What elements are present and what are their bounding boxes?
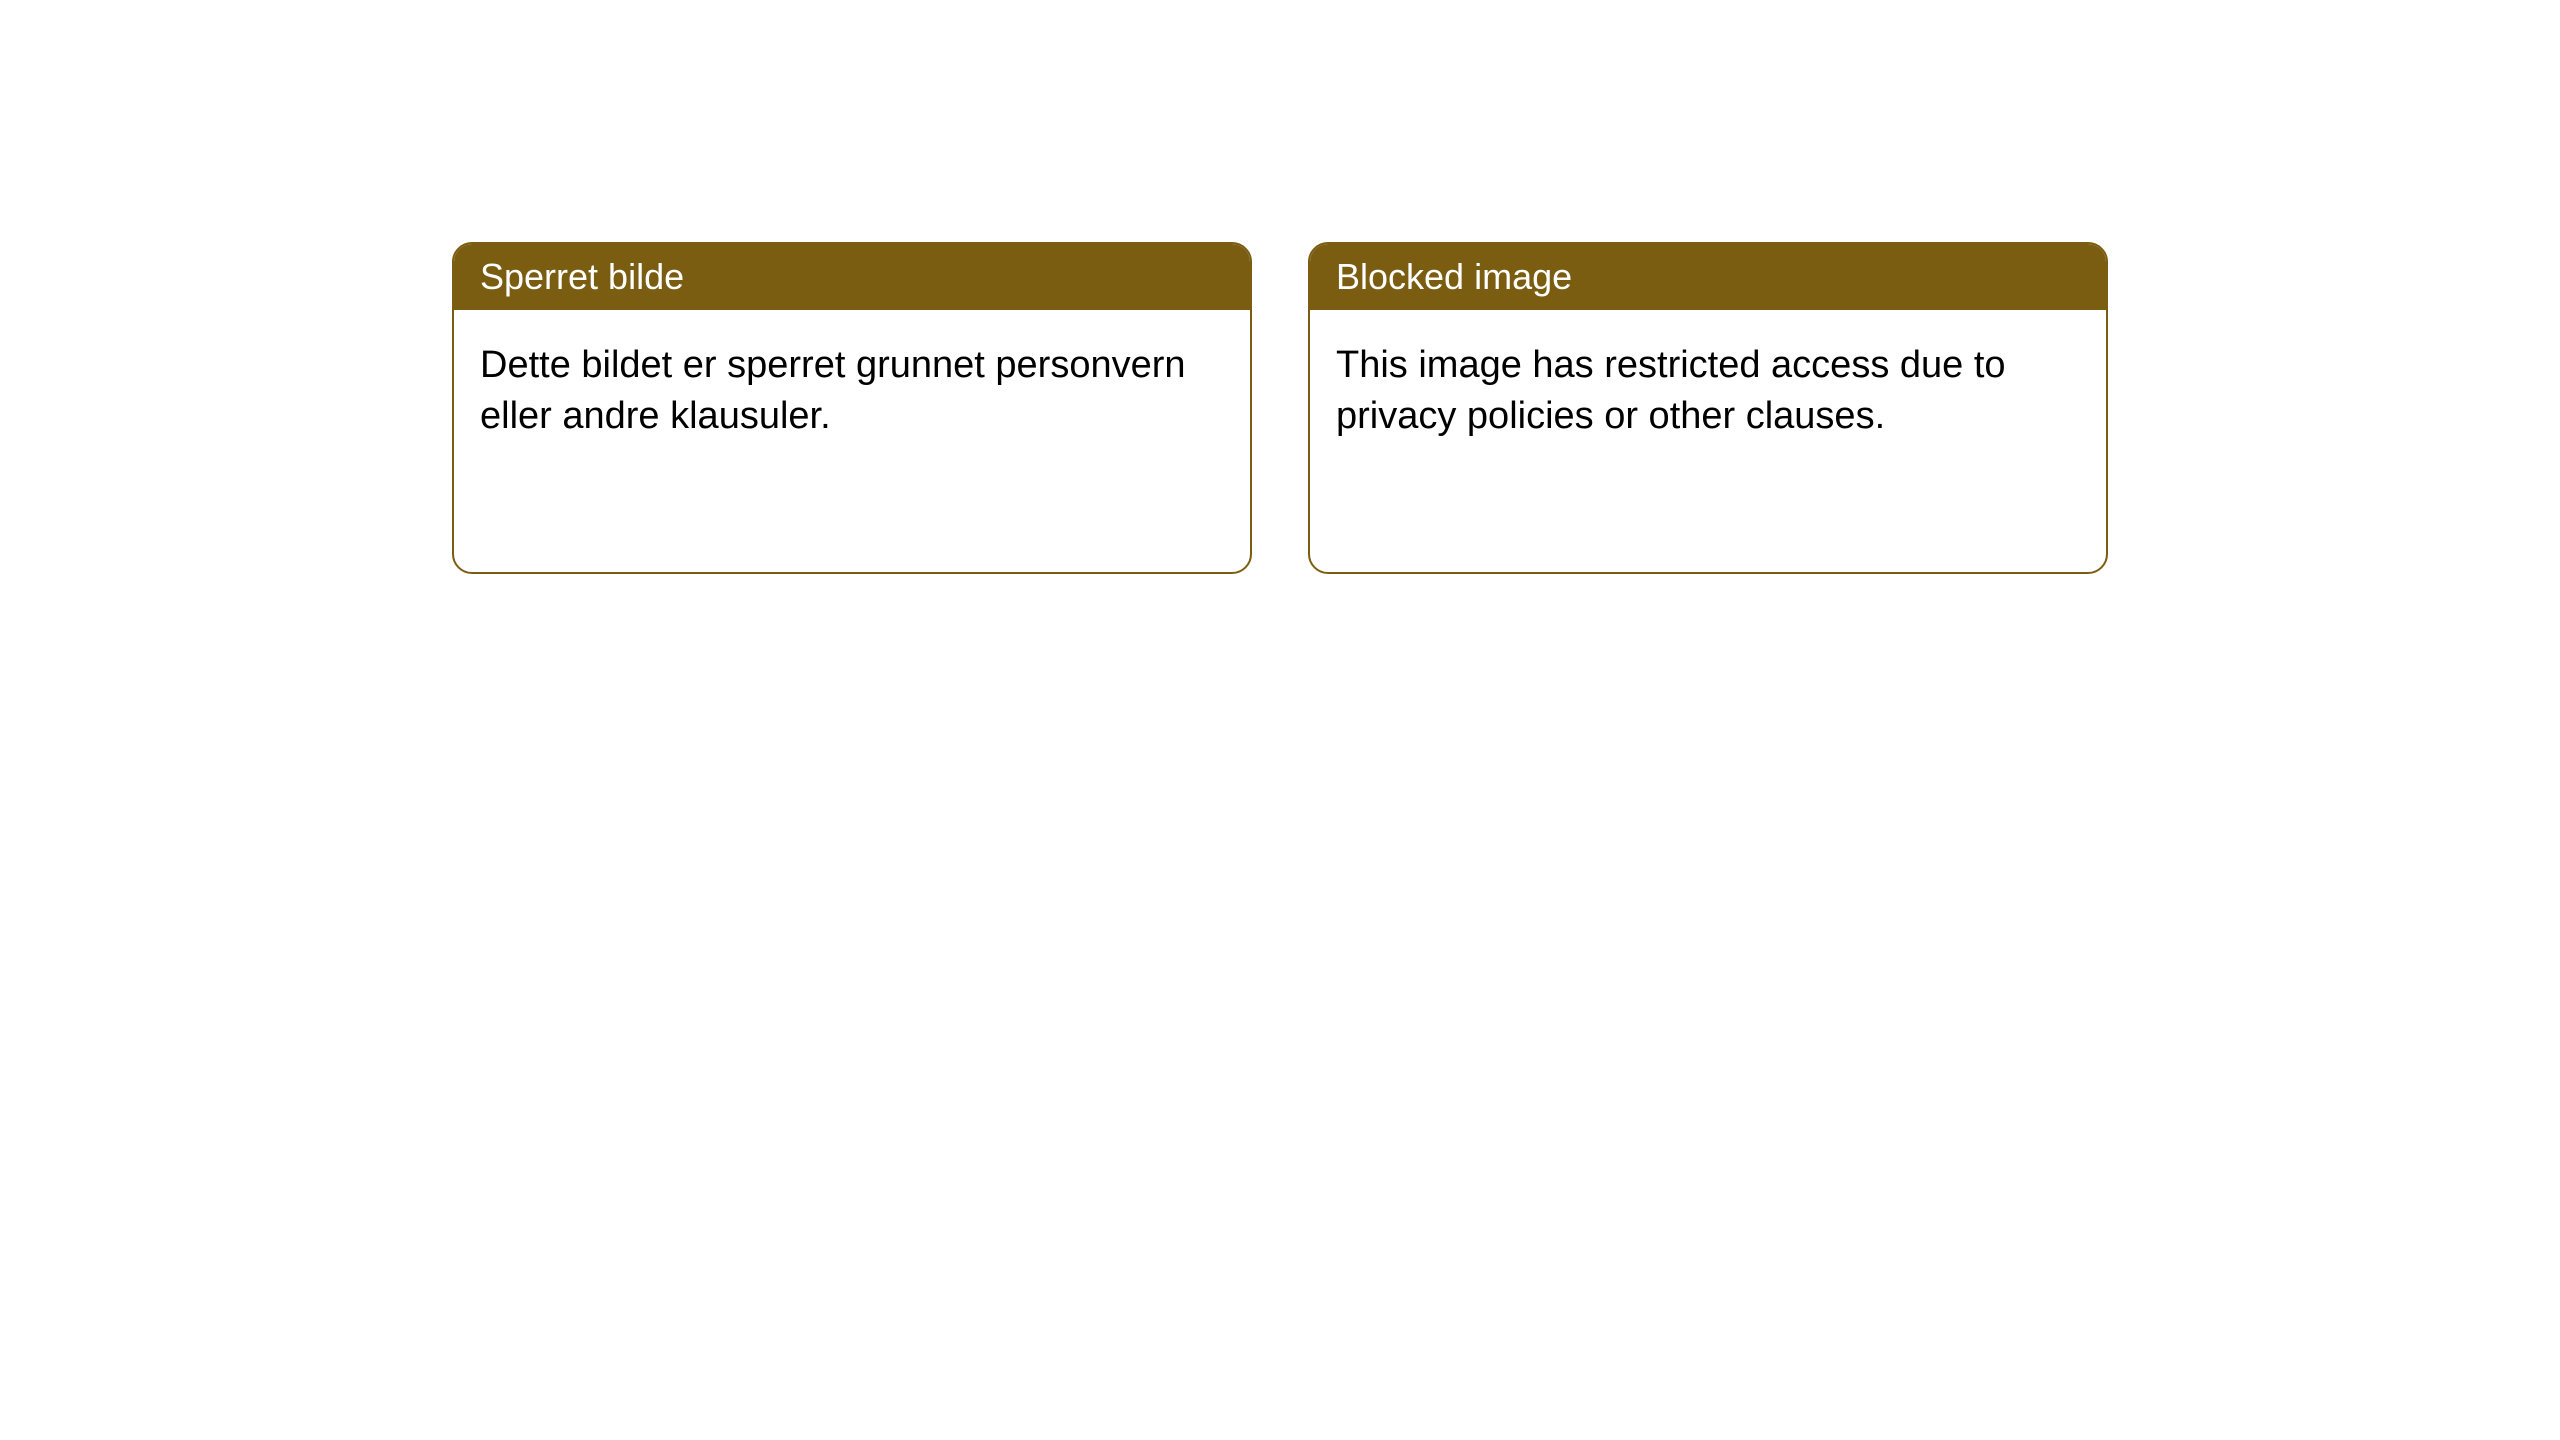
notice-header-english: Blocked image xyxy=(1310,244,2106,310)
notice-body-english: This image has restricted access due to … xyxy=(1310,310,2106,473)
notice-text-english: This image has restricted access due to … xyxy=(1336,344,2006,437)
notice-box-norwegian: Sperret bilde Dette bildet er sperret gr… xyxy=(452,242,1252,574)
notice-text-norwegian: Dette bildet er sperret grunnet personve… xyxy=(480,344,1186,437)
notice-box-english: Blocked image This image has restricted … xyxy=(1308,242,2108,574)
notice-body-norwegian: Dette bildet er sperret grunnet personve… xyxy=(454,310,1250,473)
notice-title-english: Blocked image xyxy=(1336,256,1572,297)
notice-header-norwegian: Sperret bilde xyxy=(454,244,1250,310)
notice-container: Sperret bilde Dette bildet er sperret gr… xyxy=(452,242,2108,574)
notice-title-norwegian: Sperret bilde xyxy=(480,256,684,297)
